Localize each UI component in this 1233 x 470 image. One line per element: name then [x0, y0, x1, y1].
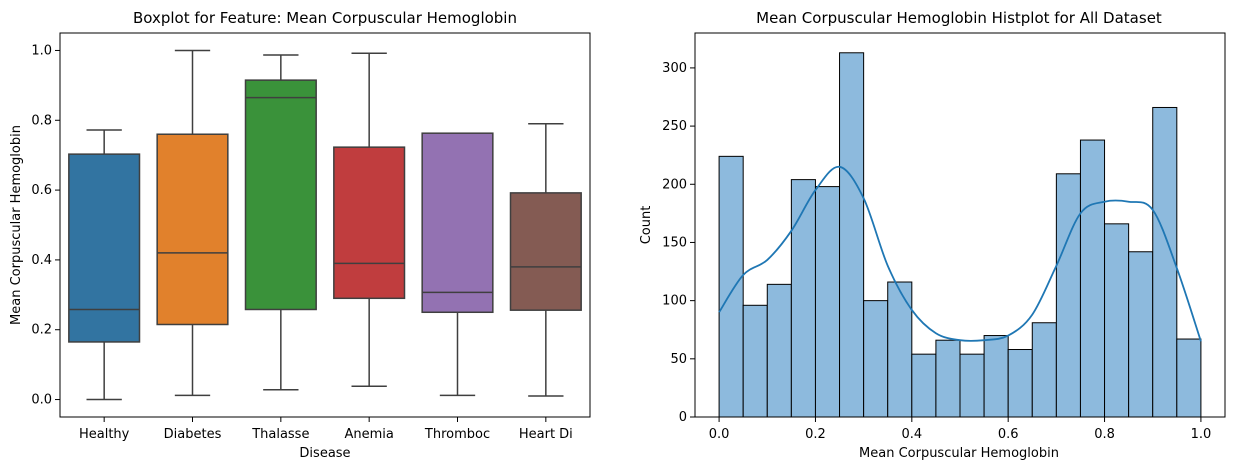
y-tick-label: 50 [670, 352, 687, 367]
histogram-bar [742, 304, 768, 418]
histogram-y-label: Count [639, 206, 654, 245]
kde-line [718, 165, 1202, 342]
y-tick-label: 0.0 [31, 393, 52, 408]
x-tick-label: Anemia [344, 427, 393, 442]
x-tick-label: 0.8 [1094, 427, 1115, 442]
x-tick-label: 0.6 [998, 427, 1019, 442]
histogram-bar [1152, 106, 1178, 418]
histogram-bar [1031, 322, 1057, 418]
histogram-bar [814, 186, 841, 418]
y-tick-label: 0.4 [31, 253, 52, 268]
y-tick-label: 100 [662, 294, 687, 309]
x-tick-label: 0.0 [709, 427, 730, 442]
box-thalasse [244, 79, 317, 311]
x-tick-label: Healthy [79, 427, 130, 442]
histogram-bar [718, 155, 744, 418]
histogram-bar [1079, 139, 1106, 418]
histogram-bar [1055, 173, 1081, 418]
histogram-bar [839, 52, 865, 418]
histogram-bar [1176, 338, 1202, 418]
histogram-bar [983, 335, 1009, 418]
x-tick-label: Thalasse [251, 427, 309, 442]
x-tick-label: 0.2 [805, 427, 826, 442]
histogram-bar [959, 353, 985, 418]
boxplot-chart: Boxplot for Feature: Mean Corpuscular He… [9, 9, 591, 461]
y-tick-label: 150 [662, 235, 687, 250]
histogram-bar [935, 339, 961, 418]
x-tick-label: Diabetes [164, 427, 222, 442]
histogram-bar [887, 281, 913, 418]
histogram-bar [863, 300, 889, 418]
histogram-bar [1128, 251, 1154, 418]
histogram-title: Mean Corpuscular Hemoglobin Histplot for… [756, 9, 1162, 27]
histogram-bar [766, 283, 792, 418]
box-anemia [333, 146, 406, 300]
boxplot-y-label: Mean Corpuscular Hemoglobin [9, 125, 24, 325]
y-tick-label: 0 [679, 410, 687, 425]
x-tick-label: Heart Di [519, 427, 573, 442]
x-tick-label: Thromboc [424, 427, 490, 442]
histogram-bar [1104, 223, 1130, 418]
y-tick-label: 300 [662, 61, 687, 76]
x-tick-label: 1.0 [1191, 427, 1212, 442]
box-diabetes [156, 133, 229, 326]
y-tick-label: 200 [662, 177, 687, 192]
box-thromboc [421, 132, 494, 314]
histogram-chart: Mean Corpuscular Hemoglobin Histplot for… [639, 9, 1226, 461]
histogram-bar [790, 179, 816, 418]
boxplot-frame [59, 32, 591, 418]
x-tick-label: 0.4 [901, 427, 922, 442]
boxplot-x-label: Disease [299, 446, 350, 461]
box-healthy [68, 153, 141, 343]
histogram-bar [1007, 349, 1033, 418]
boxplot-title: Boxplot for Feature: Mean Corpuscular He… [133, 9, 517, 27]
y-tick-label: 250 [662, 119, 687, 134]
y-tick-label: 0.2 [31, 323, 52, 338]
y-tick-label: 0.6 [31, 183, 52, 198]
y-tick-label: 0.8 [31, 113, 52, 128]
histogram-bar [911, 353, 937, 418]
y-tick-label: 1.0 [31, 43, 52, 58]
histogram-x-label: Mean Corpuscular Hemoglobin [859, 446, 1059, 461]
box-heart-di [509, 192, 582, 311]
histogram-frame [694, 32, 1226, 418]
